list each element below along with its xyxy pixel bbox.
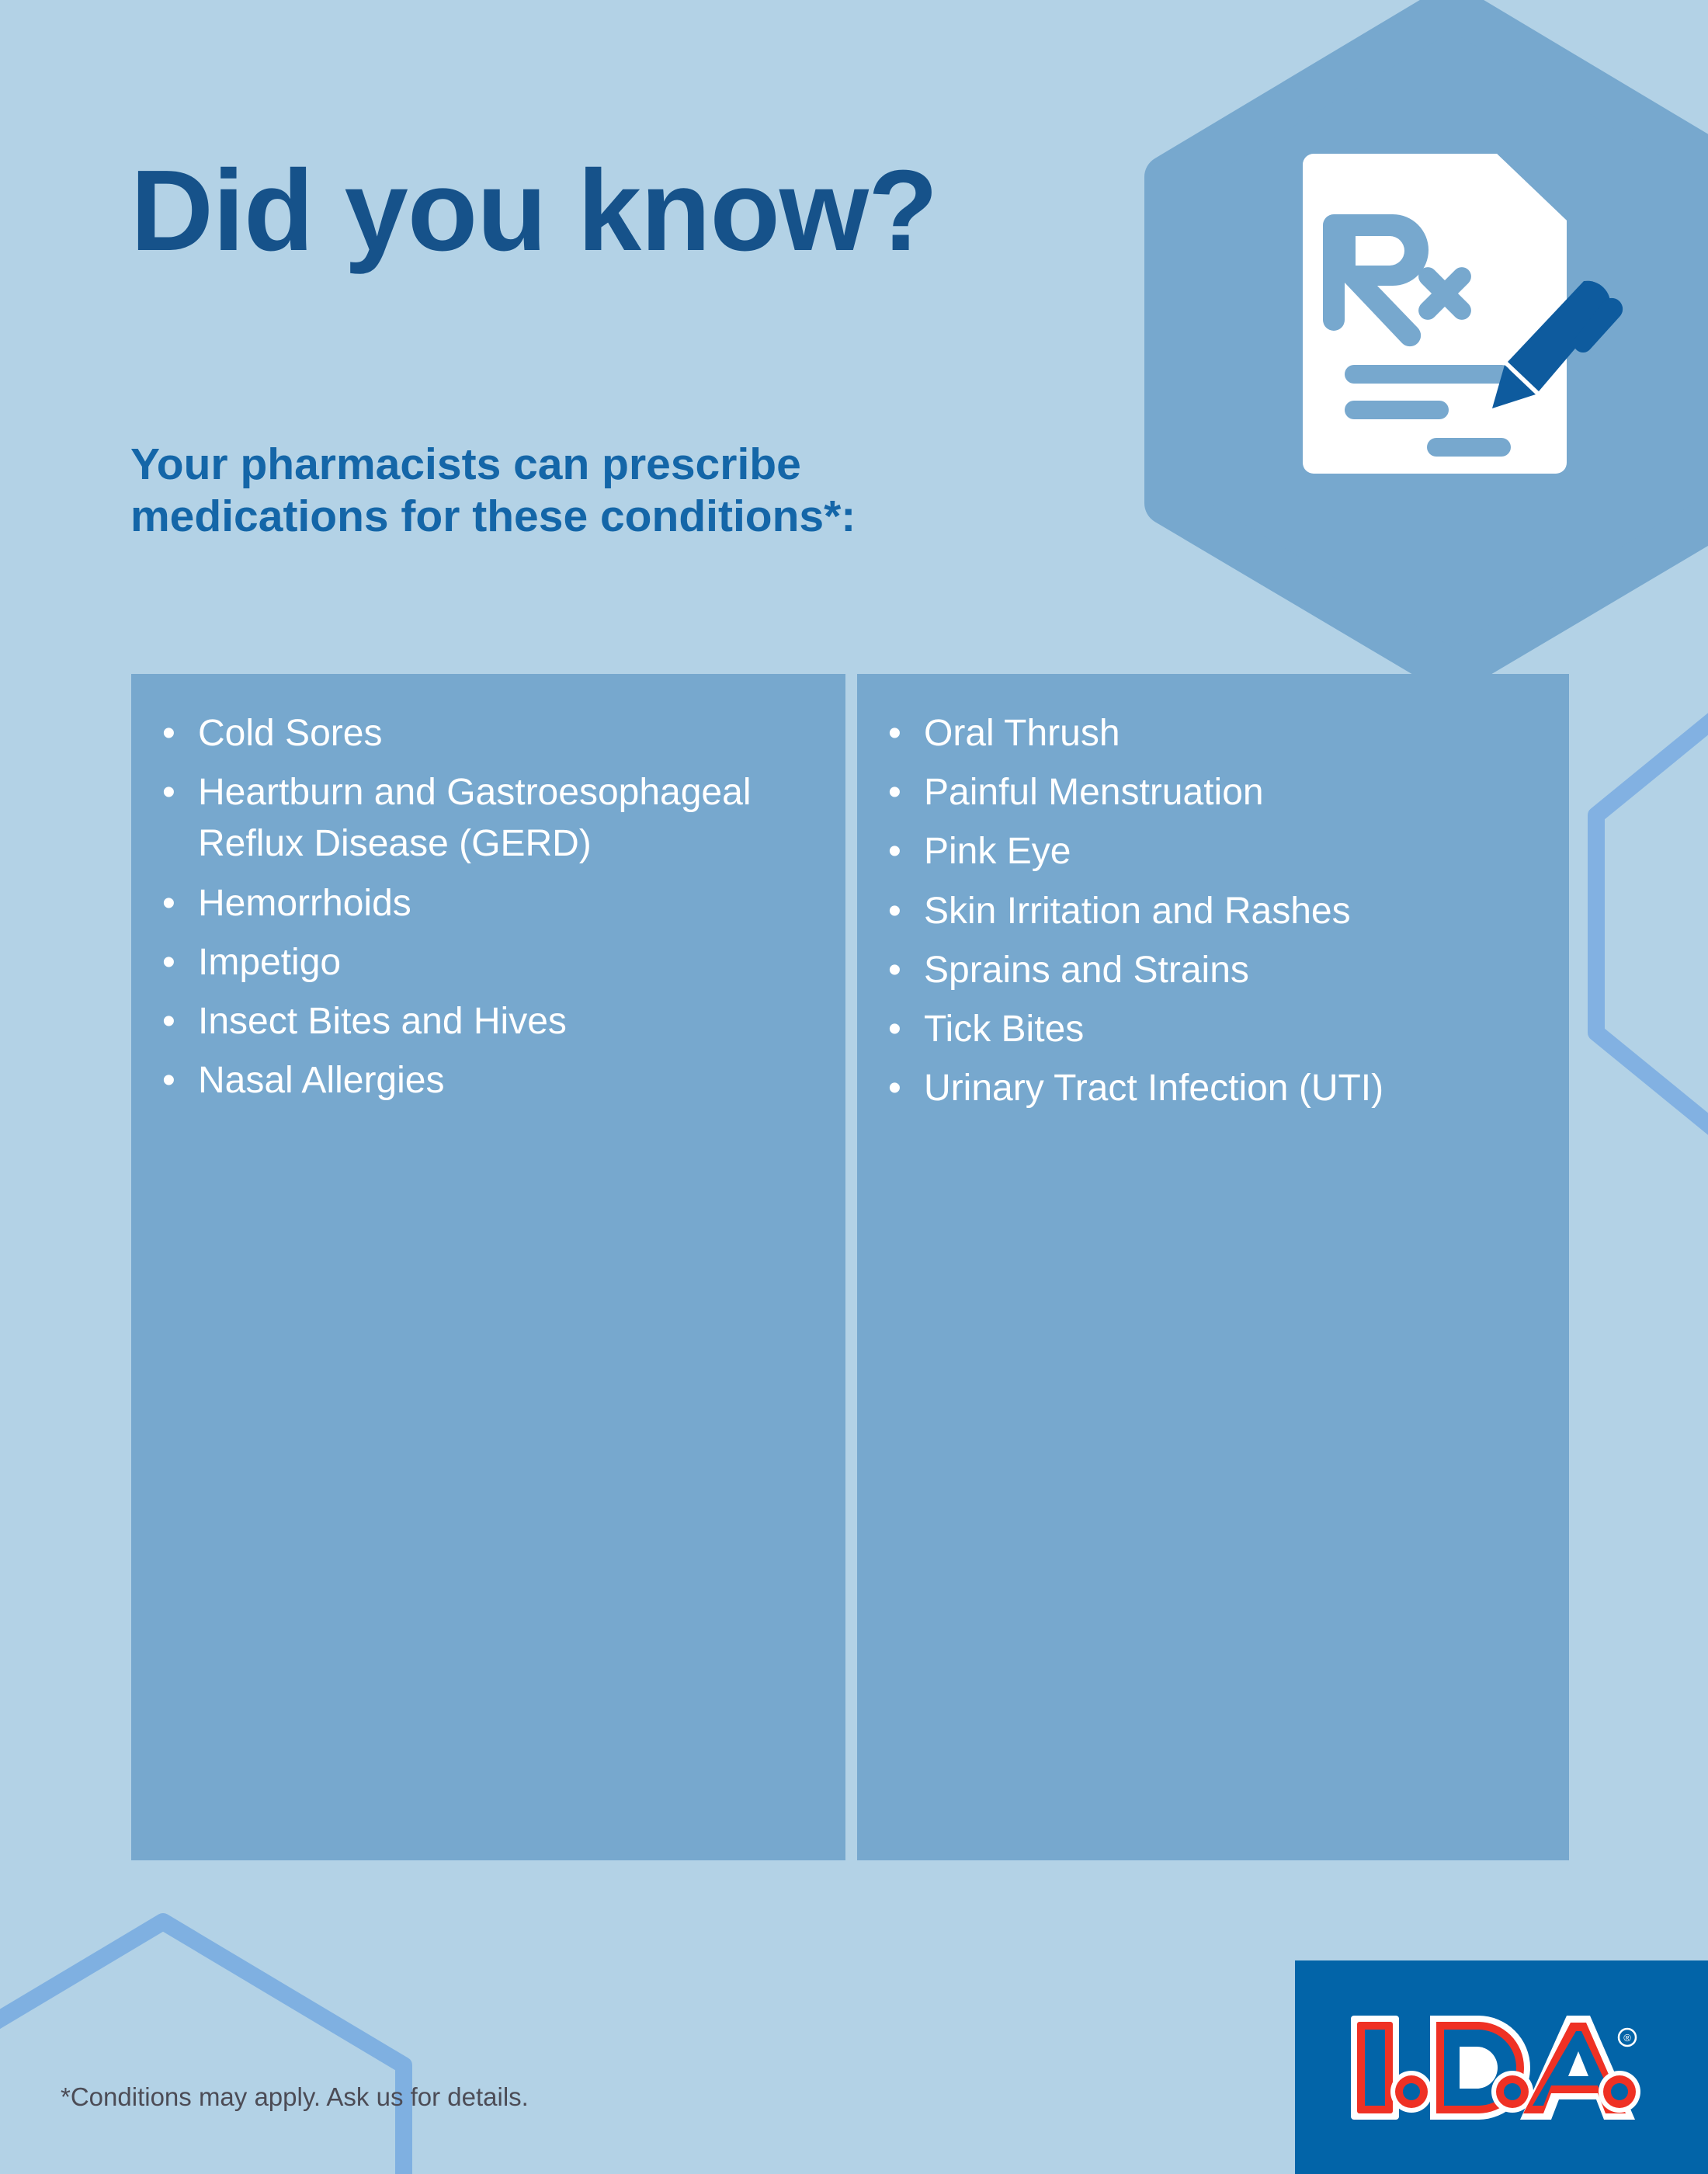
page-title: Did you know? [130, 147, 938, 275]
page-subtitle: Your pharmacists can prescribe medicatio… [130, 439, 856, 544]
bullet-icon: • [162, 1001, 175, 1043]
bullet-icon: • [162, 713, 175, 754]
condition-label: Hemorrhoids [198, 882, 411, 924]
condition-label: Painful Menstruation [924, 772, 1264, 814]
bullet-icon: • [162, 882, 175, 924]
condition-label: Heartburn and Gastroesophageal Reflux Di… [198, 772, 752, 865]
list-item: • Hemorrhoids [154, 878, 822, 929]
bullet-icon: • [888, 831, 901, 873]
condition-label: Tick Bites [924, 1009, 1085, 1051]
condition-label: Sprains and Strains [924, 949, 1249, 991]
list-item: • Tick Bites [880, 1004, 1546, 1055]
bullet-icon: • [162, 1060, 175, 1102]
hexagon-outline-icon [0, 1913, 412, 2174]
bullet-icon: • [162, 772, 175, 814]
conditions-panel-right: • Oral Thrush • Painful Menstruation • P… [857, 674, 1569, 1860]
subtitle-line-2: medications for these conditions*: [130, 491, 856, 542]
list-item: • Heartburn and Gastroesophageal Reflux … [154, 767, 822, 870]
list-item: • Skin Irritation and Rashes [880, 886, 1546, 937]
footnote-disclaimer: *Conditions may apply. Ask us for detail… [61, 2082, 529, 2111]
list-item: • Nasal Allergies [154, 1055, 822, 1106]
bullet-icon: • [888, 1068, 901, 1110]
list-item: • Urinary Tract Infection (UTI) [880, 1063, 1546, 1114]
condition-label: Pink Eye [924, 831, 1071, 873]
condition-label: Insect Bites and Hives [198, 1001, 567, 1043]
bullet-icon: • [888, 713, 901, 754]
bullet-icon: • [888, 772, 901, 814]
condition-label: Cold Sores [198, 713, 383, 754]
condition-label: Oral Thrush [924, 713, 1120, 754]
list-item: • Insect Bites and Hives [154, 996, 822, 1047]
list-item: • Cold Sores [154, 708, 822, 759]
prescription-document-icon [1303, 154, 1623, 474]
pencil-icon [1492, 280, 1623, 408]
conditions-panel-left: • Cold Sores • Heartburn and Gastroesoph… [131, 674, 845, 1860]
ida-logo-block: ® [1295, 1960, 1708, 2174]
list-item: • Painful Menstruation [880, 767, 1546, 818]
list-item: • Oral Thrush [880, 708, 1546, 759]
list-item: • Pink Eye [880, 826, 1546, 877]
conditions-list-right: • Oral Thrush • Painful Menstruation • P… [880, 708, 1546, 1115]
condition-label: Skin Irritation and Rashes [924, 890, 1351, 932]
signature-line [1427, 438, 1511, 457]
condition-label: Impetigo [198, 941, 342, 983]
bullet-icon: • [888, 1009, 901, 1051]
subtitle-line-1: Your pharmacists can prescribe [130, 439, 801, 489]
conditions-list-left: • Cold Sores • Heartburn and Gastroesoph… [154, 708, 822, 1107]
bullet-icon: • [888, 890, 901, 932]
list-item: • Sprains and Strains [880, 945, 1546, 996]
ida-logo: ® [1351, 2015, 1640, 2120]
rule-line [1345, 365, 1511, 384]
bullet-icon: • [888, 949, 901, 991]
bullet-icon: • [162, 941, 175, 983]
condition-label: Urinary Tract Infection (UTI) [924, 1068, 1384, 1110]
list-item: • Impetigo [154, 937, 822, 988]
rule-line [1345, 401, 1449, 419]
registered-mark: ® [1623, 2032, 1631, 2044]
hexagon-outline-icon [1588, 713, 1708, 1135]
conditions-panels: • Cold Sores • Heartburn and Gastroesoph… [131, 674, 1569, 1860]
ida-logo-mark: ® [1351, 2015, 1640, 2120]
rx-symbol-icon [1323, 214, 1471, 347]
condition-label: Nasal Allergies [198, 1060, 445, 1102]
